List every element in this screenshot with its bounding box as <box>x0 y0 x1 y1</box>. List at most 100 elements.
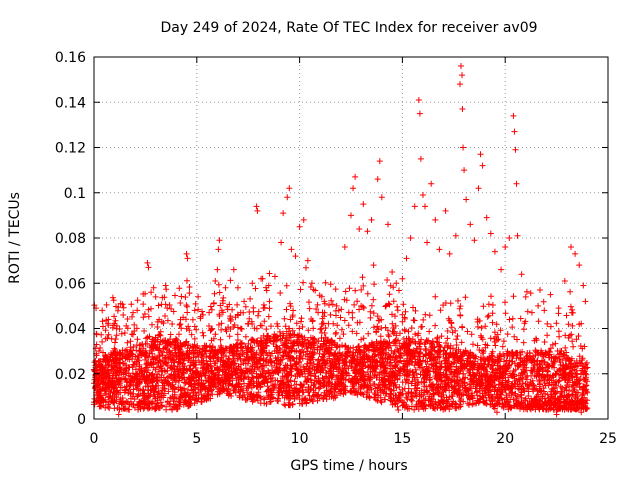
data-point <box>446 250 453 257</box>
data-point <box>230 266 237 273</box>
data-point <box>460 144 467 151</box>
data-point <box>428 180 435 187</box>
data-point <box>399 275 406 282</box>
data-point <box>356 225 363 232</box>
data-point <box>214 266 221 273</box>
data-point <box>385 221 392 228</box>
data-point <box>282 402 289 409</box>
chart-title: Day 249 of 2024, Rate Of TEC Index for r… <box>160 20 537 36</box>
data-point <box>99 307 106 314</box>
data-point <box>491 248 498 255</box>
data-point <box>553 411 560 418</box>
data-point <box>113 332 120 339</box>
data-point <box>350 185 357 192</box>
data-point <box>475 185 482 192</box>
data-point <box>222 284 229 291</box>
data-point <box>265 282 272 289</box>
y-axis-label: ROTI / TECUs <box>7 192 23 284</box>
data-point <box>487 230 494 237</box>
data-point <box>259 275 266 282</box>
data-point <box>144 259 151 266</box>
data-point <box>234 284 241 291</box>
data-point <box>561 277 568 284</box>
data-point <box>152 293 159 300</box>
data-point <box>461 167 468 174</box>
data-point <box>315 309 322 316</box>
data-point <box>280 210 287 217</box>
data-point <box>184 255 191 262</box>
data-point <box>378 194 385 201</box>
data-point <box>510 112 517 119</box>
data-point <box>498 266 505 273</box>
data-point <box>341 244 348 251</box>
data-point <box>288 246 295 253</box>
data-point <box>417 155 424 162</box>
data-point <box>506 235 513 241</box>
data-point <box>177 320 184 327</box>
data-point <box>360 201 367 208</box>
data-point <box>191 307 198 314</box>
x-tick-label: 15 <box>393 431 411 447</box>
data-point <box>471 237 478 244</box>
y-tick-label: 0.1 <box>64 186 86 202</box>
data-point <box>518 271 525 278</box>
x-tick-label: 5 <box>192 431 201 447</box>
data-point <box>202 395 209 402</box>
data-point <box>374 176 381 183</box>
data-point <box>493 409 500 416</box>
data-point <box>479 162 486 169</box>
data-point <box>541 307 548 314</box>
x-tick-label: 20 <box>496 431 514 447</box>
data-point <box>140 314 147 321</box>
data-point <box>292 253 299 260</box>
data-point <box>411 203 418 210</box>
data-point <box>271 273 278 280</box>
data-point <box>407 235 414 241</box>
data-point <box>511 128 518 135</box>
data-point <box>528 309 535 316</box>
data-point <box>158 318 165 325</box>
x-tick-label: 0 <box>90 431 99 447</box>
data-point <box>514 232 521 239</box>
data-point <box>582 298 589 305</box>
data-point <box>522 293 529 300</box>
data-point <box>393 280 400 287</box>
data-point <box>370 262 377 269</box>
data-point <box>348 212 354 219</box>
dense-point-cloud <box>91 264 591 413</box>
data-point <box>547 291 554 298</box>
x-axis-ticks: 0 5 10 15 20 25 <box>90 57 617 447</box>
data-point <box>150 284 157 291</box>
data-point <box>535 302 542 309</box>
data-point <box>415 96 422 103</box>
data-point <box>364 228 371 235</box>
data-point <box>467 221 474 228</box>
data-point <box>169 320 176 327</box>
data-point <box>183 250 190 257</box>
data-points <box>93 63 589 418</box>
dense-data-band <box>91 264 591 413</box>
data-point <box>416 110 423 117</box>
data-point <box>333 302 340 309</box>
data-point <box>278 239 285 246</box>
data-point <box>432 216 439 223</box>
data-point <box>376 158 383 165</box>
data-point <box>567 244 574 251</box>
data-point <box>321 298 328 305</box>
data-point <box>463 196 470 203</box>
data-point <box>253 203 260 210</box>
x-axis-label: GPS time / hours <box>290 458 407 474</box>
data-point <box>368 216 375 223</box>
data-point <box>296 223 303 230</box>
data-point <box>395 406 402 413</box>
data-point <box>121 330 128 337</box>
data-point <box>215 246 222 253</box>
y-tick-label: 0.16 <box>55 50 86 66</box>
y-tick-label: 0.14 <box>55 95 86 111</box>
data-point <box>576 262 583 269</box>
data-point <box>216 237 223 244</box>
data-point <box>436 246 443 253</box>
data-point <box>580 282 587 289</box>
data-point <box>403 255 410 262</box>
